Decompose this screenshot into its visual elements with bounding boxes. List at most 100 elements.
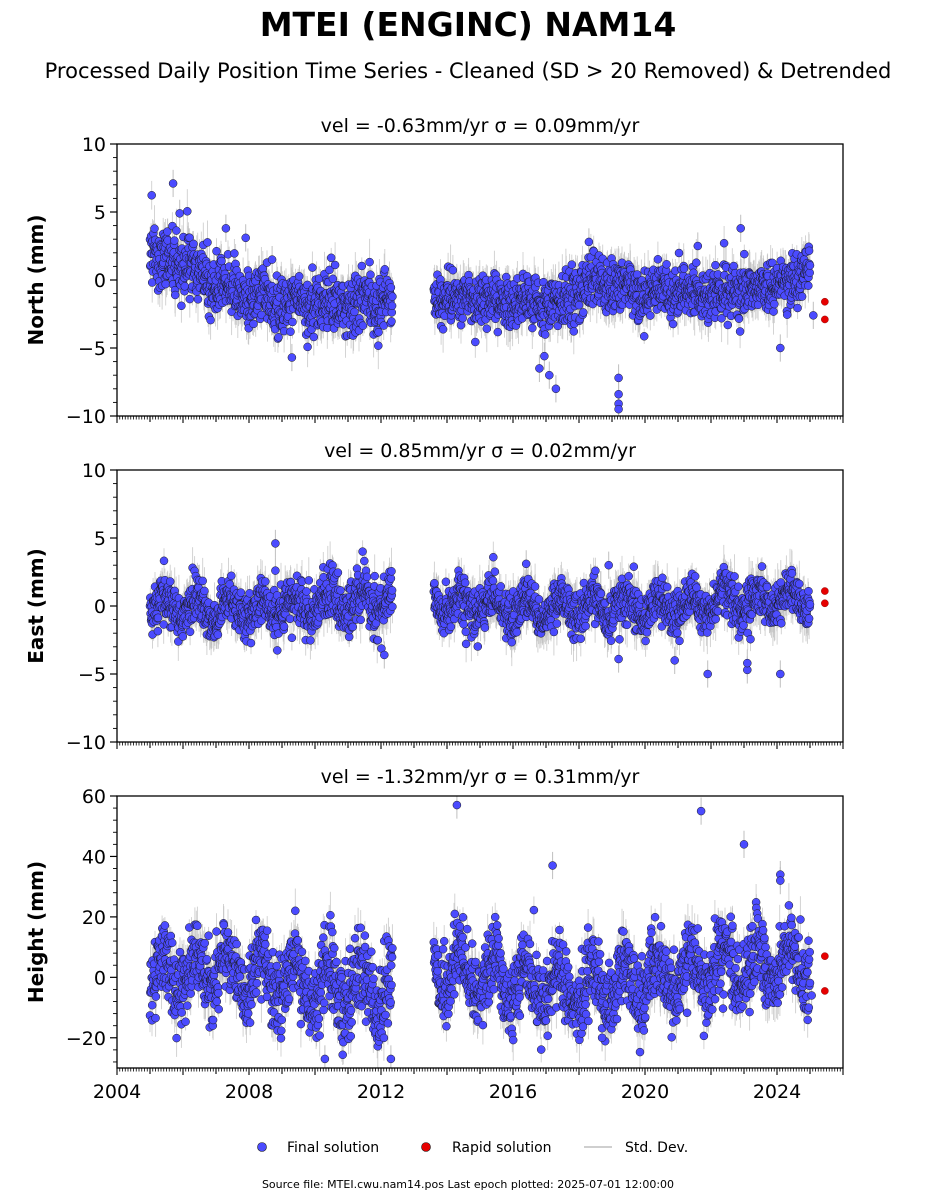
north-final-point <box>692 258 701 267</box>
north-final-point <box>249 319 258 329</box>
north-final-point <box>185 233 194 242</box>
north-final-point <box>212 246 221 256</box>
north-final-point <box>584 237 594 247</box>
north-final-point <box>175 209 184 218</box>
north-final-point <box>241 233 250 243</box>
north-final-point <box>330 260 340 270</box>
north-final-point <box>693 241 703 251</box>
figure-title: MTEI (ENGINC) NAM14 <box>260 5 677 44</box>
north-final-point <box>719 238 729 248</box>
north-final-point <box>679 264 689 273</box>
north-final-point <box>303 342 312 352</box>
north-final-point <box>170 236 179 245</box>
north-final-point <box>274 333 283 342</box>
north-final-point <box>387 317 396 326</box>
north-final-point <box>793 303 802 313</box>
north-final-point <box>386 283 396 292</box>
north-final-point <box>579 308 588 317</box>
north-rapid-point <box>821 297 829 306</box>
north-final-point <box>217 256 226 266</box>
north-final-point <box>729 261 738 271</box>
north-y-tick-label: 0 <box>94 270 106 292</box>
north-final-point <box>805 261 815 270</box>
north-final-point <box>540 330 550 339</box>
north-rapid-points <box>821 297 829 324</box>
north-final-point <box>308 263 317 272</box>
north-final-point <box>567 260 577 269</box>
north-final-point <box>805 268 814 277</box>
north-final-point <box>653 255 663 264</box>
north-final-point <box>674 248 684 258</box>
north-final-point <box>734 314 744 323</box>
north-final-point <box>150 224 159 233</box>
north-final-point <box>614 404 623 414</box>
north-final-point <box>540 351 549 361</box>
north-final-point <box>535 364 544 373</box>
east-panel: vel = 0.85mm/yr σ = 0.02mm/yr East (mm) … <box>24 440 844 754</box>
north-final-point <box>662 260 671 269</box>
north-final-point <box>769 307 778 316</box>
north-final-point <box>193 295 203 304</box>
north-final-point <box>161 279 170 289</box>
north-final-point <box>286 327 295 336</box>
north-final-point <box>189 239 198 249</box>
north-final-point <box>545 370 554 380</box>
north-final-point <box>185 294 195 304</box>
north-final-point <box>203 238 212 247</box>
north-final-point <box>804 246 814 256</box>
north-final-point <box>170 290 180 300</box>
north-final-point <box>528 323 537 333</box>
north-final-point <box>206 315 215 325</box>
north-final-point <box>365 257 374 267</box>
north-final-point <box>740 249 749 259</box>
north-y-tick-label: −5 <box>78 338 106 360</box>
north-final-point <box>614 389 623 399</box>
north-final-point <box>358 321 368 330</box>
north-y-tick-label: 5 <box>94 202 106 224</box>
north-velocity-label: vel = -0.63mm/yr σ = 0.09mm/yr <box>321 115 640 137</box>
north-final-point <box>770 299 779 309</box>
east-velocity-label: vel = 0.85mm/yr σ = 0.02mm/yr <box>324 440 636 462</box>
north-final-point <box>735 327 745 336</box>
north-final-point <box>163 227 172 236</box>
north-final-points <box>145 179 818 414</box>
north-final-point <box>221 224 231 233</box>
north-final-point <box>374 341 383 350</box>
north-final-point <box>723 320 733 330</box>
north-final-point <box>177 301 186 311</box>
north-final-point <box>387 301 397 311</box>
north-final-point <box>388 292 397 301</box>
north-final-point <box>288 317 297 327</box>
north-final-point <box>574 300 584 310</box>
north-final-point <box>438 325 448 334</box>
north-final-point <box>668 319 678 329</box>
north-final-point <box>551 384 561 394</box>
north-final-point <box>736 224 745 233</box>
north-panel: vel = -0.63mm/yr σ = 0.09mm/yr North (mm… <box>24 115 844 428</box>
north-final-point <box>493 327 503 337</box>
north-final-point <box>326 253 336 263</box>
north-final-point <box>172 226 181 235</box>
north-final-point <box>639 332 649 341</box>
north-final-point <box>471 337 480 347</box>
north-final-point <box>448 265 458 275</box>
north-final-point <box>456 320 466 330</box>
north-final-point <box>614 373 623 383</box>
north-final-point <box>797 292 807 301</box>
north-rapid-point <box>821 315 829 324</box>
north-final-point <box>287 353 297 362</box>
north-final-point <box>809 311 818 320</box>
north-final-point <box>569 327 579 336</box>
north-final-point <box>646 311 655 320</box>
north-y-tick-label: −10 <box>66 406 106 428</box>
north-final-point <box>357 261 367 271</box>
north-final-point <box>711 260 720 270</box>
north-final-point <box>147 191 156 200</box>
figure-subtitle: Processed Daily Position Time Series - C… <box>45 59 892 83</box>
north-final-point <box>294 272 304 281</box>
north-final-point <box>782 310 792 319</box>
north-final-point <box>776 343 785 353</box>
north-final-point <box>804 281 813 290</box>
north-final-point <box>168 179 178 188</box>
